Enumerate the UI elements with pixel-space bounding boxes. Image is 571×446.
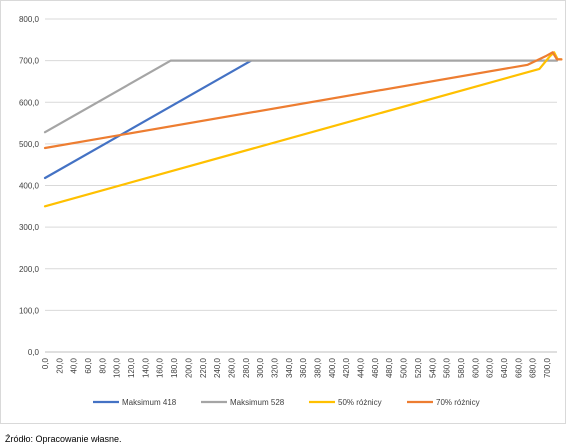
series-lines — [43, 51, 563, 208]
y-tick-label: 300,0 — [19, 223, 40, 232]
x-tick-label: 620,0 — [486, 357, 495, 378]
x-tick-label: 260,0 — [227, 357, 236, 378]
x-tick-label: 640,0 — [500, 357, 509, 378]
y-tick-label: 700,0 — [19, 57, 40, 66]
x-tick-label: 280,0 — [242, 357, 251, 378]
x-tick-label: 100,0 — [113, 357, 122, 378]
x-tick-label: 240,0 — [213, 357, 222, 378]
y-tick-label: 200,0 — [19, 265, 40, 274]
x-tick-label: 160,0 — [156, 357, 165, 378]
series-line — [43, 59, 253, 180]
x-tick-label: 500,0 — [400, 357, 409, 378]
y-axis-ticks: 0,0 100,0 200,0 300,0 400,0 500,0 600,0 700,0 80… — [19, 15, 40, 357]
legend: Maksimum 418 Maksimum 528 50% różnicy 70% r… — [93, 398, 480, 407]
x-tick-label: 660,0 — [514, 357, 523, 378]
x-tick-label: 360,0 — [299, 357, 308, 378]
y-tick-label: 0,0 — [28, 348, 40, 357]
x-tick-label: 380,0 — [314, 357, 323, 378]
x-tick-label: 200,0 — [184, 357, 193, 378]
series-line — [43, 51, 563, 208]
series-line — [43, 59, 559, 134]
x-tick-label: 460,0 — [371, 357, 380, 378]
y-tick-label: 600,0 — [19, 98, 40, 107]
source-note: Źródło: Opracowanie własne. — [5, 434, 122, 444]
x-tick-label: 320,0 — [270, 357, 279, 378]
legend-label: Maksimum 528 — [230, 398, 285, 407]
x-tick-label: 440,0 — [357, 357, 366, 378]
x-tick-label: 580,0 — [457, 357, 466, 378]
x-tick-label: 180,0 — [170, 357, 179, 378]
x-tick-label: 520,0 — [414, 357, 423, 378]
x-tick-label: 300,0 — [256, 357, 265, 378]
series-line — [43, 51, 563, 150]
x-tick-label: 120,0 — [127, 357, 136, 378]
x-tick-label: 600,0 — [471, 357, 480, 378]
x-tick-label: 0,0 — [41, 357, 50, 369]
y-tick-label: 100,0 — [19, 306, 40, 315]
y-tick-label: 500,0 — [19, 140, 40, 149]
x-tick-label: 480,0 — [385, 357, 394, 378]
x-tick-label: 40,0 — [70, 357, 79, 373]
x-tick-label: 420,0 — [342, 357, 351, 378]
y-tick-label: 800,0 — [19, 15, 40, 24]
x-tick-label: 400,0 — [328, 357, 337, 378]
x-tick-label: 140,0 — [141, 357, 150, 378]
x-tick-label: 700,0 — [543, 357, 552, 378]
x-tick-label: 340,0 — [285, 357, 294, 378]
x-tick-label: 560,0 — [443, 357, 452, 378]
line-chart: 0,0 100,0 200,0 300,0 400,0 500,0 600,0 700,0 80… — [19, 15, 563, 407]
x-axis-ticks: 0,0 20,0 40,0 60,0 80,0 100,0 120,0 140,0 160,0 1… — [41, 357, 552, 378]
x-tick-label: 60,0 — [84, 357, 93, 373]
legend-label: 50% różnicy — [338, 398, 382, 407]
gridlines — [45, 18, 557, 353]
x-tick-label: 540,0 — [428, 357, 437, 378]
x-tick-label: 220,0 — [199, 357, 208, 378]
x-tick-label: 680,0 — [529, 357, 538, 378]
chart-frame: 0,0 100,0 200,0 300,0 400,0 500,0 600,0 700,0 80… — [0, 0, 566, 424]
legend-label: Maksimum 418 — [122, 398, 177, 407]
x-tick-label: 80,0 — [98, 357, 107, 373]
y-tick-label: 400,0 — [19, 182, 40, 191]
legend-label: 70% różnicy — [436, 398, 480, 407]
x-tick-label: 20,0 — [55, 357, 64, 373]
